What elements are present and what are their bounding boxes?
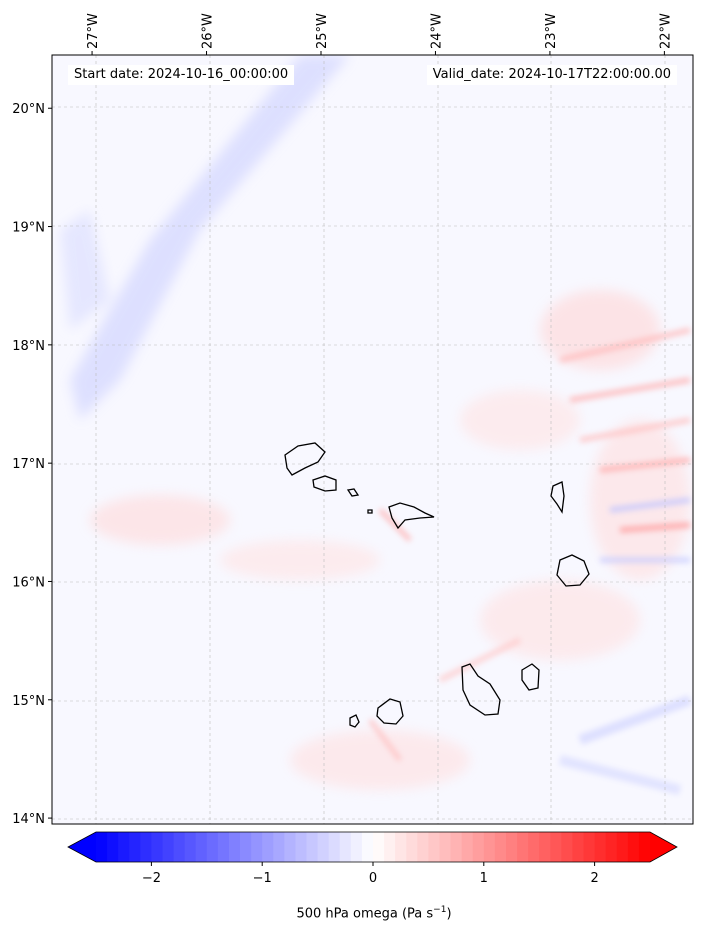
colorbar-segment — [262, 832, 274, 862]
lat-tick-label: 14°N — [12, 812, 45, 827]
colorbar-segment — [483, 832, 496, 862]
colorbar-segment — [195, 832, 208, 862]
colorbar-segment — [339, 832, 352, 862]
start-date-label: Start date: 2024-10-16_00:00:00 — [68, 65, 295, 85]
lat-tick-label: 20°N — [12, 102, 45, 117]
island-maio — [521, 663, 540, 691]
island-santiago — [461, 663, 501, 716]
colorbar-tick-label: −1 — [253, 871, 272, 886]
colorbar-tick-label: 1 — [480, 871, 488, 886]
colorbar-segment — [417, 832, 429, 862]
island-sal — [550, 481, 565, 514]
island-fogo — [376, 698, 404, 725]
colorbar-segment — [539, 832, 551, 862]
colorbar-segment — [306, 832, 319, 862]
colorbar-segment — [107, 832, 119, 862]
colorbar-tick-label: 2 — [590, 871, 598, 886]
colorbar-segment — [395, 832, 407, 862]
colorbar-tick-label: −2 — [142, 871, 161, 886]
colorbar-segment — [528, 832, 540, 862]
island-outlines — [284, 442, 590, 728]
colorbar-segment — [638, 832, 651, 862]
lat-tick-label: 18°N — [12, 339, 45, 354]
colorbar-segment — [572, 832, 585, 862]
island-branco — [367, 509, 373, 514]
colorbar-segment — [151, 832, 163, 862]
colorbar-segment — [605, 832, 618, 862]
colorbar-segment — [494, 832, 507, 862]
island-santa-luzia — [346, 488, 360, 497]
colorbar-segment — [173, 832, 186, 862]
colorbar-segment — [428, 832, 440, 862]
latitude-axis: 20°N 19°N 18°N 17°N 16°N 15°N 14°N — [12, 102, 52, 827]
colorbar-segment — [96, 832, 108, 862]
lat-tick-label: 16°N — [12, 575, 45, 590]
colorbar-segment — [228, 832, 241, 862]
colorbar-segment — [328, 832, 341, 862]
colorbar-segment — [373, 832, 385, 862]
colorbar-max-extend — [650, 832, 677, 862]
colorbar-segment — [350, 832, 363, 862]
valid-date-label: Valid_date: 2024-10-17T22:00:00.00 — [426, 65, 677, 85]
lat-tick-label: 15°N — [12, 694, 45, 709]
island-sao-nicolau — [388, 502, 435, 530]
lat-tick-label: 17°N — [12, 457, 45, 472]
colorbar-segment — [129, 832, 141, 862]
colorbar-segment — [317, 832, 330, 862]
lon-tick-label: 22°W — [658, 13, 673, 49]
lon-tick-label: 23°W — [544, 13, 559, 49]
omega-field — [52, 55, 693, 824]
colorbar-segment — [450, 832, 463, 862]
colorbar: −2 −1 0 1 2 — [67, 831, 678, 886]
colorbar-segment — [240, 832, 252, 862]
island-santo-antao — [284, 442, 326, 476]
colorbar-segment — [616, 832, 629, 862]
colorbar-segment — [217, 832, 230, 862]
island-brava — [349, 714, 360, 728]
colorbar-segment — [140, 832, 152, 862]
colorbar-segment — [439, 832, 452, 862]
colorbar-outline — [67, 831, 678, 863]
colorbar-segment — [627, 832, 640, 862]
colorbar-segment — [561, 832, 573, 862]
lon-tick-label: 25°W — [315, 13, 330, 49]
colorbar-segment — [406, 832, 418, 862]
colorbar-segment — [583, 832, 596, 862]
colorbar-segment — [284, 832, 296, 862]
lon-tick-label: 27°W — [86, 13, 101, 49]
colorbar-segment — [594, 832, 607, 862]
colorbar-segment — [162, 832, 175, 862]
map-frame — [51, 54, 694, 825]
colorbar-tick-label: 0 — [369, 871, 377, 886]
colorbar-segment — [472, 832, 485, 862]
colorbar-segment — [361, 832, 374, 862]
lon-tick-label: 26°W — [201, 13, 216, 49]
lon-tick-label: 24°W — [429, 13, 444, 49]
colorbar-segment — [206, 832, 219, 862]
colorbar-segment — [550, 832, 562, 862]
colorbar-segment — [384, 832, 396, 862]
colorbar-segment — [505, 832, 518, 862]
colorbar-segment — [517, 832, 529, 862]
longitude-axis: 27°W 26°W 25°W 24°W 23°W 22°W — [86, 13, 673, 55]
colorbar-segment — [184, 832, 197, 862]
colorbar-segment — [273, 832, 285, 862]
gridlines — [52, 55, 693, 824]
colorbar-label: 500 hPa omega (Pa s−1) — [296, 905, 452, 922]
island-sao-vicente — [312, 475, 337, 492]
colorbar-segment — [461, 832, 474, 862]
colorbar-min-extend — [68, 832, 96, 862]
island-boa-vista — [556, 554, 590, 587]
colorbar-segment — [118, 832, 130, 862]
colorbar-segment — [295, 832, 308, 862]
colorbar-segment — [251, 832, 263, 862]
lat-tick-label: 19°N — [12, 221, 45, 236]
